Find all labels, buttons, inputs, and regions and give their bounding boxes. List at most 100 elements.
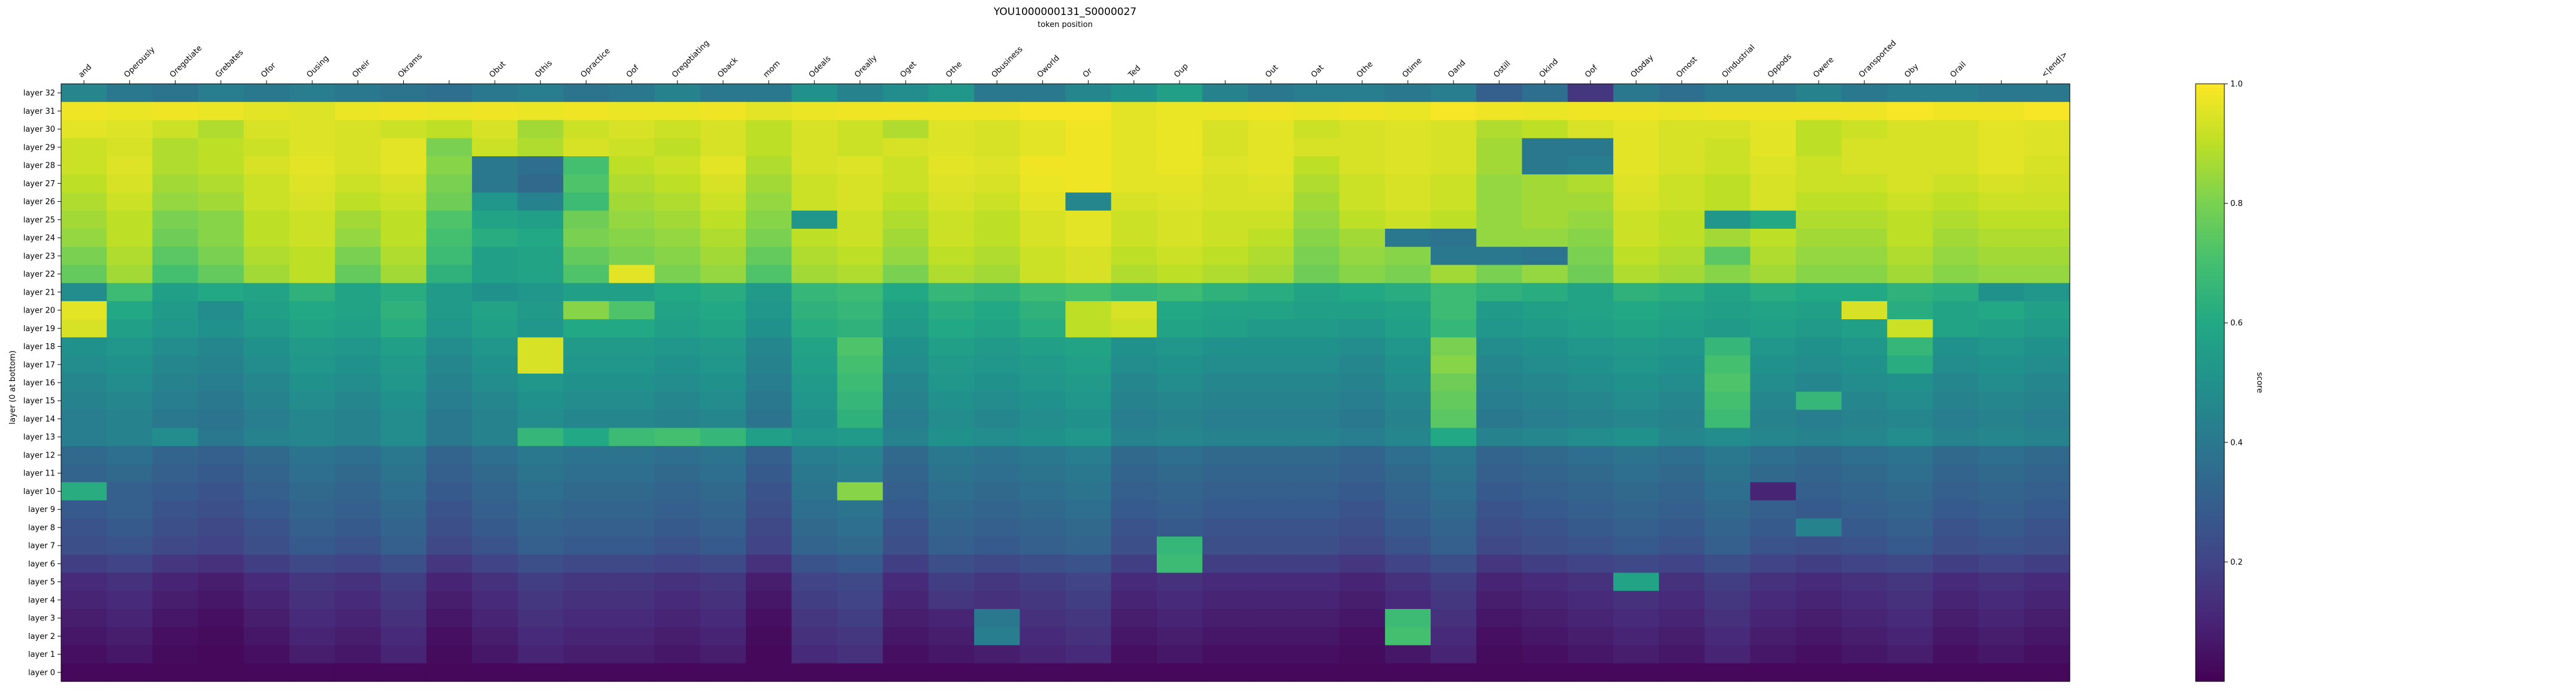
heatmap-cell [61,247,107,266]
heatmap-cell [107,482,153,501]
heatmap-cell [609,645,655,664]
heatmap-cell [563,590,610,610]
heatmap-cell [654,500,701,519]
heatmap-cell [609,446,655,465]
heatmap-cell [243,572,290,592]
heatmap-cell [700,500,746,519]
heatmap-cell [1659,84,1705,102]
heatmap-cell [1841,554,1888,574]
x-tick-label: Oby [1903,62,1921,79]
heatmap-cell [243,283,290,302]
heatmap-cell [1659,265,1705,284]
heatmap-cell [1659,174,1705,193]
heatmap-cell [518,500,564,519]
heatmap-cell [1065,392,1112,410]
heatmap-cell [1339,355,1386,374]
heatmap-cell [471,84,518,102]
heatmap-cell [152,554,199,574]
heatmap-cell [609,174,655,193]
heatmap-cell [198,392,244,410]
heatmap-cell [1202,84,1248,102]
heatmap-cell [1065,446,1112,465]
heatmap-cell [609,554,655,574]
heatmap-cell [654,283,701,302]
heatmap-cell [837,609,884,628]
heatmap-cell [335,247,382,266]
heatmap-cell [1841,138,1888,157]
heatmap-cell [1978,645,2025,664]
heatmap-cell [1156,663,1203,682]
heatmap-cell [928,428,975,447]
x-tick-label: Othis [533,59,554,80]
heatmap-cell [1933,84,1979,102]
heatmap-cell [1933,156,1979,175]
heatmap-cell [380,537,427,555]
heatmap-cell [1978,392,2025,410]
heatmap-cell [61,500,107,519]
heatmap-cell [1065,210,1112,229]
heatmap-cell [1978,247,2025,266]
heatmap-cell [700,319,746,338]
heatmap-cell [746,518,792,537]
heatmap-cell [1795,174,1842,193]
heatmap-cell [471,645,518,664]
heatmap-cell [1613,84,1659,102]
heatmap-cell [974,663,1020,682]
colorbar: 0.20.40.60.81.0 score [2195,80,2264,682]
heatmap-cell [1750,482,1797,501]
heatmap-cell [791,210,838,229]
heatmap-cell [1293,210,1340,229]
heatmap-cell [107,663,153,682]
heatmap-cell [1704,663,1751,682]
heatmap-cell [380,84,427,102]
heatmap-cell [974,554,1020,574]
heatmap-cell [152,355,199,374]
heatmap-cell [1476,210,1523,229]
heatmap-cell [1750,210,1797,229]
heatmap-cell [243,228,290,247]
y-tick-label: layer 16 [23,379,55,388]
heatmap-cell [1202,138,1248,157]
heatmap-cell [61,645,107,664]
heatmap-cell [2024,663,2070,682]
y-tick-label: layer 12 [23,451,55,460]
heatmap-cell [289,500,335,519]
heatmap-cell [1431,554,1477,574]
heatmap-cell [1613,337,1659,356]
heatmap-cell [471,319,518,338]
heatmap-cell [1795,464,1842,483]
heatmap-cell [1841,645,1888,664]
heatmap-cell [1704,537,1751,555]
heatmap-cell [1978,283,2025,302]
heatmap-cell [1933,537,1979,555]
heatmap-cell [1795,138,1842,157]
heatmap-cell [1750,645,1797,664]
heatmap-cell [1111,500,1157,519]
heatmap-cell [609,247,655,266]
heatmap-cell [518,373,564,392]
heatmap-cell [1704,319,1751,338]
heatmap-cell [928,500,975,519]
heatmap-cell [335,228,382,247]
heatmap-cell [152,609,199,628]
heatmap-cell [1202,410,1248,429]
heatmap-cell [563,355,610,374]
heatmap-cell [1065,464,1112,483]
heatmap-cell [1841,572,1888,592]
heatmap-cell [1704,174,1751,193]
heatmap-cell [1156,337,1203,356]
heatmap-cell [1567,627,1614,646]
heatmap-cell [974,355,1020,374]
heatmap-cell [1156,210,1203,229]
heatmap-cell [1659,590,1705,610]
heatmap-cell [1156,645,1203,664]
heatmap-cell [198,590,244,610]
heatmap-cell [609,500,655,519]
heatmap-cell [1887,174,1933,193]
y-tick-label: layer 4 [28,596,55,605]
heatmap-cell [1613,500,1659,519]
heatmap-cell [1750,518,1797,537]
heatmap-cell [563,192,610,211]
heatmap-cell [654,210,701,229]
